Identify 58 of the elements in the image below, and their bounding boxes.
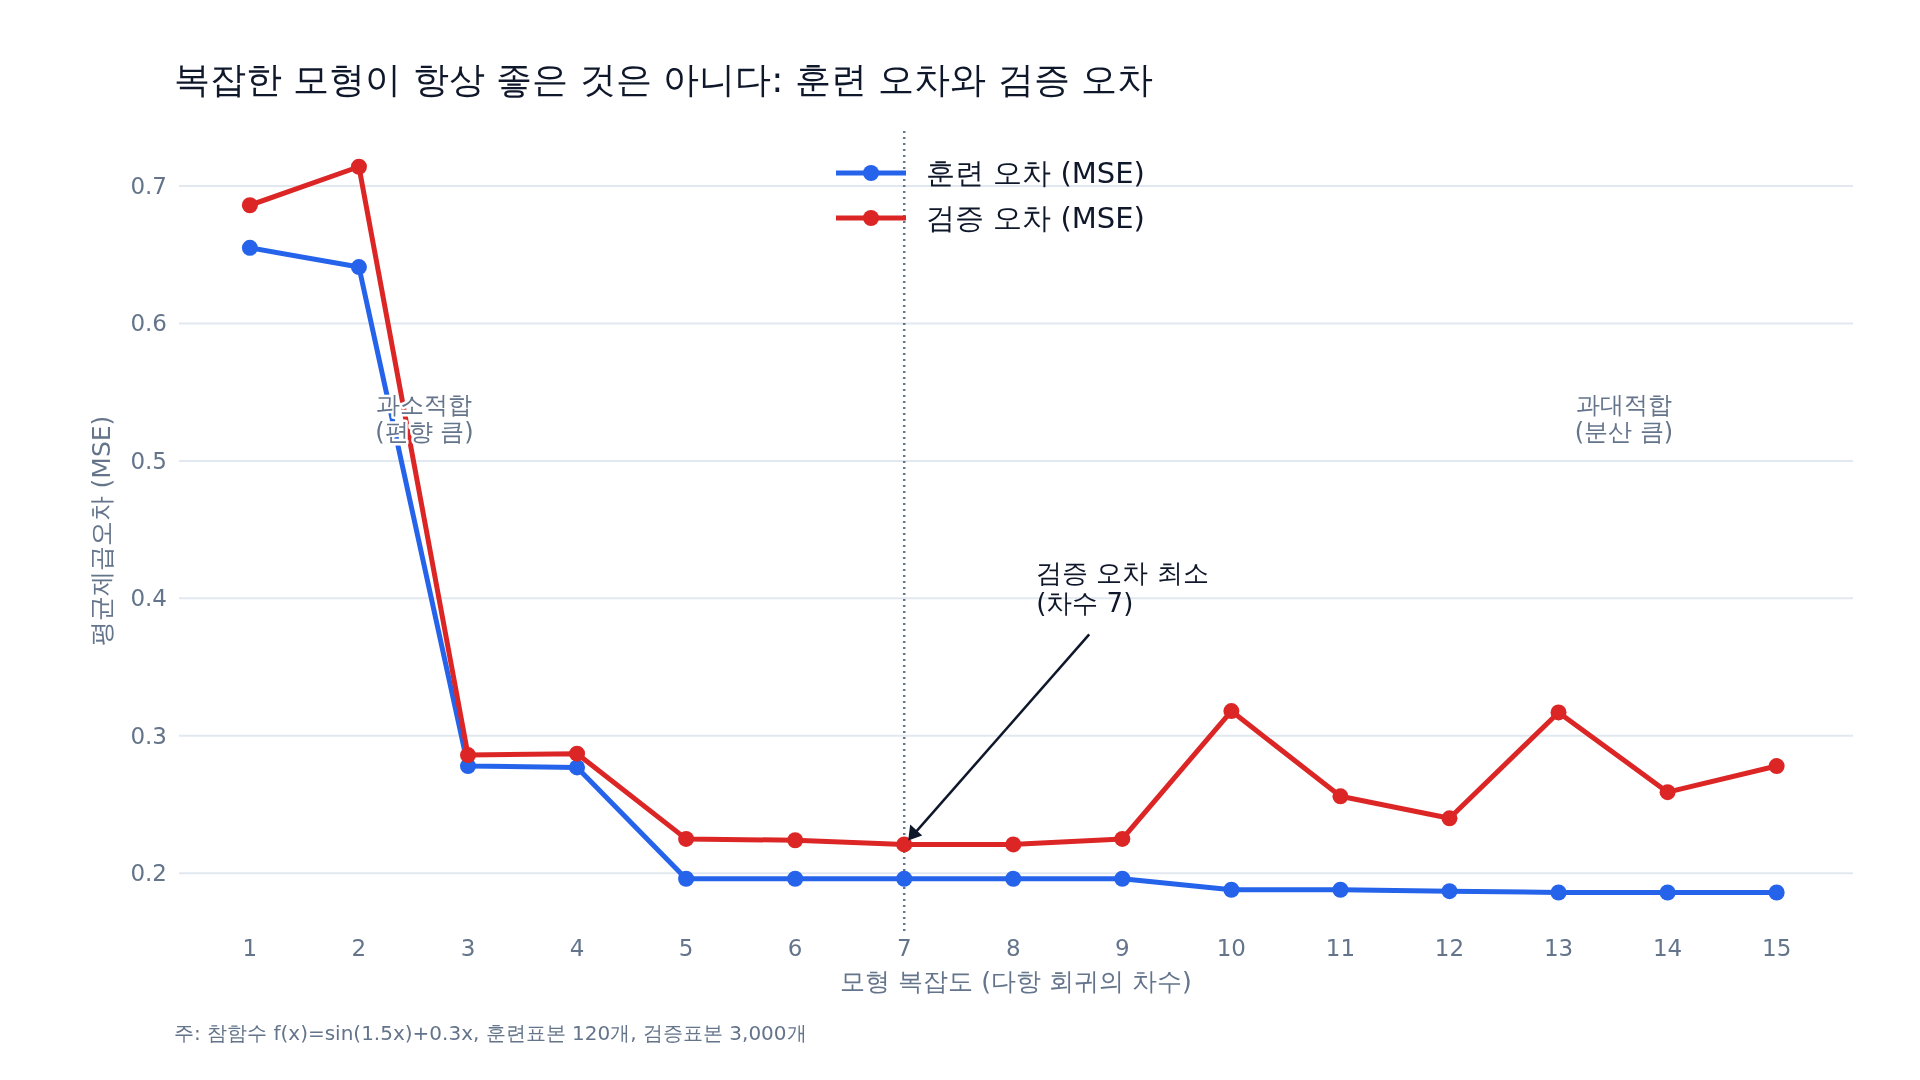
x-tick-label: 5: [678, 935, 694, 961]
y-tick-label: 0.7: [130, 172, 167, 199]
point: [787, 832, 804, 849]
text: 주: 참함수 f(x)=sin(1.5x)+0.3x, 훈련표본 120개, 검증표본 3,000개: [174, 1021, 807, 1045]
x-tick-label: 6: [787, 935, 803, 961]
point: [241, 197, 258, 214]
point: [1659, 784, 1676, 801]
y-tick-label: 0.6: [130, 310, 167, 337]
point: [1005, 836, 1022, 853]
point: [1223, 703, 1240, 720]
x-tick-label: 13: [1543, 935, 1574, 961]
legend-label: 훈련 오차 (MSE): [926, 156, 1145, 190]
point: [1005, 870, 1022, 887]
x-tick-label: 10: [1216, 935, 1247, 961]
point: [1550, 704, 1567, 721]
y-axis-title: 평균제곱오차 (MSE): [87, 415, 116, 647]
annotation: 과대적합 (분산 큼): [1574, 390, 1674, 447]
point: [1768, 758, 1785, 775]
point: [569, 745, 586, 762]
point: [1114, 830, 1131, 847]
y-tick-label: 0.2: [130, 860, 167, 887]
point: [1223, 881, 1240, 898]
y-tick-label: 0.5: [130, 447, 167, 474]
y-tick-label: 0.3: [130, 722, 167, 749]
point: [1659, 884, 1676, 901]
point: [1114, 870, 1131, 887]
point: [241, 239, 258, 256]
point: [678, 870, 695, 887]
x-tick-label: 1: [242, 935, 258, 961]
x-tick-label: 3: [460, 935, 476, 961]
point: [460, 747, 476, 764]
y-tick-label: 0.4: [130, 585, 167, 612]
x-tick-label: 7: [896, 935, 912, 961]
annotation: 검증 오차 최소 (차수 7): [1036, 558, 1209, 619]
x-axis-title: 모형 복잡도 (다항 회귀의 차수): [840, 967, 1192, 996]
point: [678, 830, 695, 847]
x-tick-label: 14: [1652, 935, 1683, 961]
point: [350, 158, 367, 175]
point: [1332, 788, 1349, 805]
point: [787, 870, 804, 887]
x-tick-label: 4: [569, 935, 585, 961]
x-tick-label: 11: [1325, 935, 1356, 961]
legend-label: 검증 오차 (MSE): [926, 201, 1145, 235]
point: [896, 836, 913, 853]
x-tick-label: 12: [1434, 935, 1465, 961]
point: [350, 259, 367, 276]
point: [1441, 883, 1458, 900]
point: [569, 759, 586, 776]
point: [1550, 884, 1567, 901]
x-tick-label: 15: [1762, 935, 1792, 961]
x-tick-label: 2: [351, 935, 367, 961]
x-tick-label: 8: [1005, 935, 1021, 961]
x-tick-label: 9: [1115, 935, 1130, 961]
point: [896, 870, 913, 887]
point: [1441, 810, 1458, 827]
point: [1332, 881, 1349, 898]
point: [1768, 884, 1785, 901]
chart-title: 복잡한 모형이 항상 좋은 것은 아니다: 훈련 오차와 검증 오차: [174, 59, 1154, 100]
